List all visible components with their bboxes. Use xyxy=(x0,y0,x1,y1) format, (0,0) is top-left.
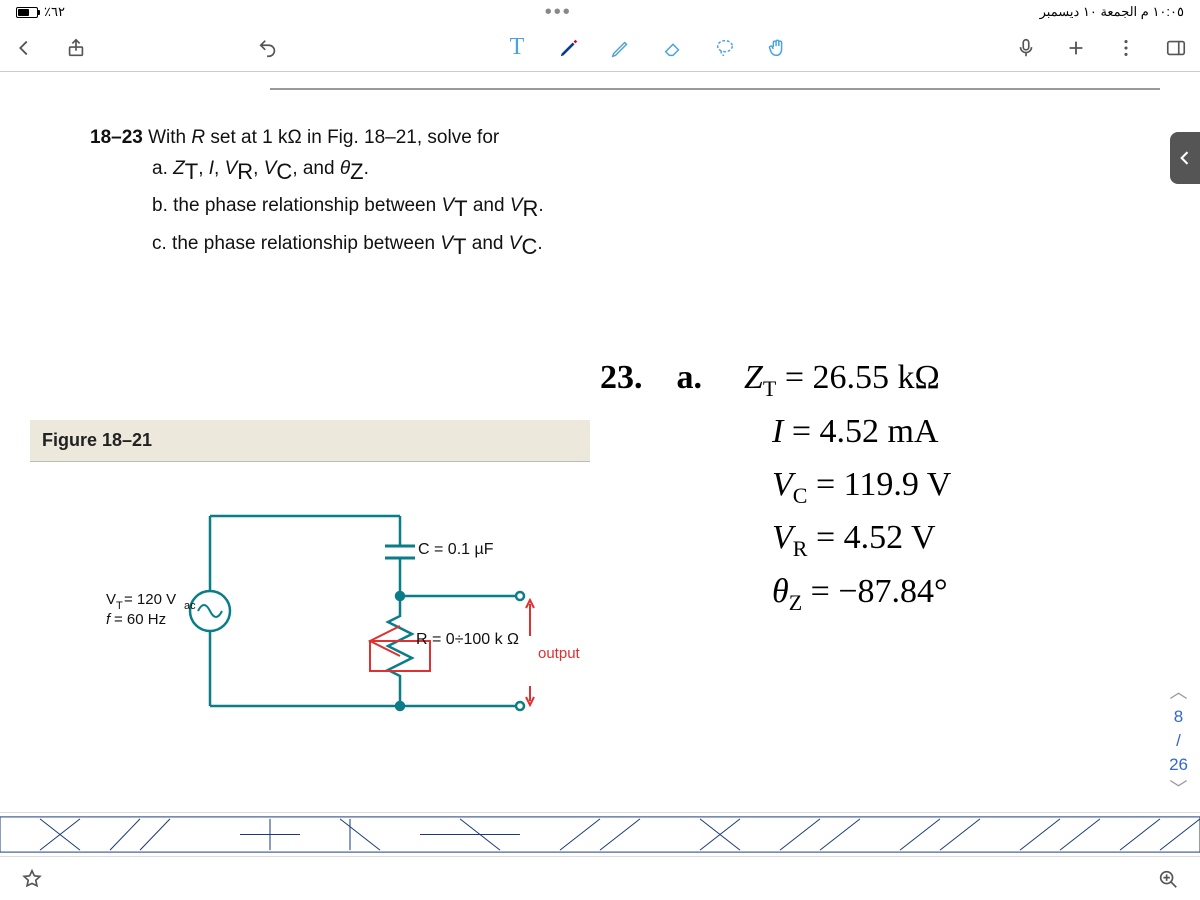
share-icon[interactable] xyxy=(64,36,88,60)
undo-icon[interactable] xyxy=(256,36,280,60)
pen-outline-icon[interactable] xyxy=(609,36,633,60)
answer-eq3: VC = 119.9 V xyxy=(772,459,951,513)
answer-eq4: VR = 4.52 V xyxy=(772,512,951,566)
svg-text:output: output xyxy=(538,645,580,662)
status-datetime: ١٠:٠٥ م الجمعة ١٠ ديسمبر xyxy=(1040,4,1184,20)
hand-icon[interactable] xyxy=(765,36,789,60)
svg-text:R = 0÷100 k Ω: R = 0÷100 k Ω xyxy=(416,631,519,648)
figure-title: Figure 18–21 xyxy=(30,420,590,462)
add-icon[interactable] xyxy=(1064,36,1088,60)
lasso-icon[interactable] xyxy=(713,36,737,60)
battery-icon xyxy=(16,7,38,18)
pen-solid-icon[interactable] xyxy=(557,36,581,60)
svg-text:ac: ac xyxy=(184,600,196,612)
svg-text:= 60 Hz: = 60 Hz xyxy=(114,611,166,628)
svg-text:C = 0.1 µF: C = 0.1 µF xyxy=(418,541,494,558)
thumbnail-strip[interactable] xyxy=(0,812,1200,856)
problem-c: c. the phase relationship between VT and… xyxy=(152,228,1160,265)
page-total: 26 xyxy=(1169,753,1188,777)
problem-a: a. ZT, I, VR, VC, and θZ. xyxy=(152,153,1160,190)
page-sep: / xyxy=(1169,729,1188,753)
edge-tab[interactable] xyxy=(1170,132,1200,184)
page-current: 8 xyxy=(1169,705,1188,729)
favorite-icon[interactable] xyxy=(20,867,44,891)
answers-block: 23. a. ZT = 26.55 kΩ I = 4.52 mA VC = 11… xyxy=(600,352,951,620)
status-bar: ٪٦٢ ••• ١٠:٠٥ م الجمعة ١٠ ديسمبر xyxy=(0,0,1200,24)
zoom-icon[interactable] xyxy=(1156,867,1180,891)
answer-eq1: ZT = 26.55 kΩ xyxy=(744,359,940,396)
status-left: ٪٦٢ xyxy=(16,4,77,20)
problem-block: 18–23 With R set at 1 kΩ in Fig. 18–21, … xyxy=(90,122,1160,265)
mic-icon[interactable] xyxy=(1014,36,1038,60)
problem-number: 18–23 xyxy=(90,127,143,148)
svg-text:V: V xyxy=(106,591,116,608)
eraser-icon[interactable] xyxy=(661,36,685,60)
answer-qnum: 23. xyxy=(600,359,643,396)
content-divider xyxy=(270,88,1160,90)
battery-percent: ٪٦٢ xyxy=(44,4,65,20)
bottom-bar xyxy=(0,856,1200,900)
overflow-icon[interactable]: ••• xyxy=(545,1,572,24)
problem-lead: With R set at 1 kΩ in Fig. 18–21, solve … xyxy=(148,127,499,148)
sidebar-toggle-icon[interactable] xyxy=(1164,36,1188,60)
answer-eq5: θZ = −87.84° xyxy=(772,566,951,620)
more-icon[interactable] xyxy=(1114,36,1138,60)
svg-text:= 120 V: = 120 V xyxy=(124,591,176,608)
back-icon[interactable] xyxy=(12,36,36,60)
figure-block: Figure 18–21 xyxy=(30,420,1160,746)
page-indicator[interactable]: ︿ 8 / 26 ﹀ xyxy=(1169,680,1188,802)
circuit-diagram: C = 0.1 µF R = 0÷100 k Ω output V T = 12… xyxy=(100,486,580,746)
page-down-icon[interactable]: ﹀ xyxy=(1169,777,1188,802)
text-tool[interactable]: T xyxy=(505,36,529,60)
page-up-icon[interactable]: ︿ xyxy=(1169,680,1188,705)
problem-b: b. the phase relationship between VT and… xyxy=(152,190,1160,227)
answer-part: a. xyxy=(677,359,703,396)
svg-text:f: f xyxy=(106,611,112,628)
toolbar: T xyxy=(0,24,1200,72)
answer-eq2: I = 4.52 mA xyxy=(772,406,951,459)
